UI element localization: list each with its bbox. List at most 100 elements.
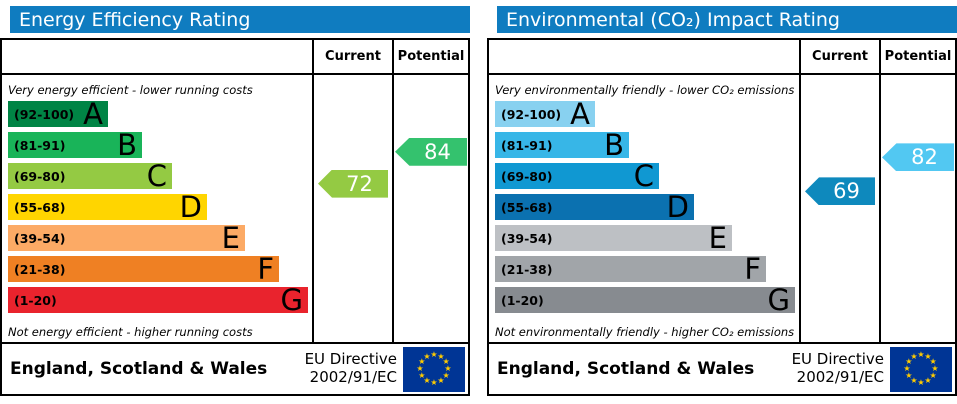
band-letter: B — [117, 127, 137, 162]
band-range-label: (55-68) — [14, 199, 66, 215]
eu-flag-star: ★ — [444, 364, 452, 373]
footer-row: England, Scotland & Wales EU Directive 2… — [489, 342, 955, 394]
eu-flag-star: ★ — [905, 357, 913, 366]
top-caption: Very environmentally friendly - lower CO… — [495, 83, 795, 97]
environmental-panel-title: Environmental (CO₂) Impact Rating — [497, 6, 957, 33]
band-e: (39-54) E — [495, 220, 732, 255]
bands-column: Very environmentally friendly - lower CO… — [489, 75, 799, 342]
band-c: (69-80) C — [8, 158, 172, 193]
eu-flag-star: ★ — [929, 371, 937, 380]
band-row: (81-91) B — [489, 127, 799, 163]
eu-flag-star: ★ — [442, 357, 450, 366]
band-range-label: (81-91) — [14, 137, 66, 153]
band-range-label: (21-38) — [501, 261, 553, 277]
band-letter: D — [179, 189, 202, 224]
band-d: (55-68) D — [495, 189, 694, 224]
band-range-label: (69-80) — [14, 168, 66, 184]
potential-column-header: Potential — [392, 40, 468, 73]
current-rating-column: 72 — [312, 75, 392, 342]
band-letter: D — [666, 189, 689, 224]
eu-directive-label: EU Directive 2002/91/EC — [305, 351, 403, 386]
band-row: (55-68) D — [489, 189, 799, 225]
band-letter: C — [633, 158, 654, 193]
eu-flag-star: ★ — [430, 350, 438, 359]
chart-column-header-spacer — [2, 40, 312, 73]
rating-chart-area: Very energy efficient - lower running co… — [2, 75, 468, 342]
band-row: (55-68) D — [2, 189, 312, 225]
band-f: (21-38) F — [8, 254, 279, 283]
band-letter: C — [146, 158, 167, 193]
rating-bands: (92-100) A (81-91) B (69-80) C (55-68) D (39-54)… — [2, 96, 312, 318]
eu-flag-star: ★ — [917, 378, 925, 387]
eu-flag-star: ★ — [924, 351, 932, 361]
band-letter: B — [604, 127, 624, 162]
bottom-caption: Not energy efficient - higher running co… — [8, 325, 253, 339]
eu-flag-star: ★ — [442, 371, 450, 380]
band-e: (39-54) E — [8, 220, 245, 255]
current-rating-arrow: 69 — [805, 177, 875, 206]
band-letter: E — [221, 220, 240, 255]
eu-flag-star: ★ — [931, 364, 939, 373]
region-label: England, Scotland & Wales — [497, 359, 755, 379]
rating-chart-area: Very environmentally friendly - lower CO… — [489, 75, 955, 342]
environmental-rating-table: Current Potential Very environmentally f… — [487, 38, 957, 396]
bottom-caption: Not environmentally friendly - higher CO… — [495, 325, 795, 339]
eu-flag-star: ★ — [910, 376, 918, 386]
top-caption: Very energy efficient - lower running co… — [8, 83, 253, 97]
energy-efficiency-panel: Energy Efficiency Rating Current Potenti… — [0, 0, 470, 396]
band-range-label: (21-38) — [14, 261, 66, 277]
band-letter: A — [570, 96, 590, 131]
band-row: (69-80) C — [489, 158, 799, 194]
band-range-label: (92-100) — [14, 106, 75, 122]
eu-flag-star: ★ — [423, 376, 431, 386]
potential-rating-arrow: 82 — [882, 143, 954, 172]
eu-directive-line1: EU Directive — [791, 350, 884, 369]
eu-flag: ★ ★ ★ ★ ★ ★ ★ ★ ★ ★ ★ ★ — [403, 346, 465, 392]
energy-panel-title: Energy Efficiency Rating — [10, 6, 470, 33]
eu-flag: ★ ★ ★ ★ ★ ★ ★ ★ ★ ★ ★ ★ — [890, 346, 952, 392]
band-range-label: (81-91) — [501, 137, 553, 153]
band-letter: F — [744, 251, 761, 286]
band-row: (39-54) E — [2, 220, 312, 256]
band-row: (39-54) E — [489, 220, 799, 256]
bands-column: Very energy efficient - lower running co… — [2, 75, 312, 342]
band-row: (21-38) F — [2, 254, 312, 287]
band-row: (69-80) C — [2, 158, 312, 194]
band-letter: G — [280, 282, 303, 317]
eu-directive-line2: 2002/91/EC — [796, 368, 884, 386]
band-g: (1-20) G — [495, 285, 795, 314]
eu-flag-star: ★ — [905, 371, 913, 380]
band-c: (69-80) C — [495, 158, 659, 193]
band-f: (21-38) F — [495, 251, 766, 286]
band-letter: E — [708, 220, 727, 255]
eu-directive-label: EU Directive 2002/91/EC — [792, 351, 890, 386]
current-column-header: Current — [312, 40, 392, 73]
eu-flag-star: ★ — [437, 376, 445, 386]
band-b: (81-91) B — [8, 127, 142, 162]
eu-flag-star: ★ — [437, 351, 445, 361]
footer-row: England, Scotland & Wales EU Directive 2… — [2, 342, 468, 394]
band-range-label: (1-20) — [501, 292, 544, 308]
eu-flag-star: ★ — [416, 364, 424, 373]
band-letter: A — [83, 96, 103, 131]
eu-flag-star: ★ — [418, 371, 426, 380]
potential-rating-arrow: 84 — [395, 137, 467, 166]
current-rating-column: 69 — [799, 75, 879, 342]
band-row: (92-100) A — [489, 96, 799, 132]
band-range-label: (1-20) — [14, 292, 57, 308]
eu-directive-line1: EU Directive — [304, 350, 397, 369]
band-row: (81-91) B — [2, 127, 312, 163]
band-row: (92-100) A — [2, 96, 312, 132]
band-row: (1-20) G — [489, 285, 799, 318]
band-range-label: (39-54) — [14, 230, 66, 246]
potential-rating-column: 84 — [392, 75, 468, 342]
environmental-impact-panel: Environmental (CO₂) Impact Rating Curren… — [487, 0, 957, 396]
band-row: (1-20) G — [2, 282, 312, 318]
band-range-label: (92-100) — [501, 106, 562, 122]
potential-rating-column: 82 — [879, 75, 955, 342]
current-rating-arrow: 72 — [318, 169, 388, 198]
eu-flag-star: ★ — [917, 350, 925, 359]
band-a: (92-100) A — [495, 96, 595, 131]
eu-flag-star: ★ — [929, 357, 937, 366]
